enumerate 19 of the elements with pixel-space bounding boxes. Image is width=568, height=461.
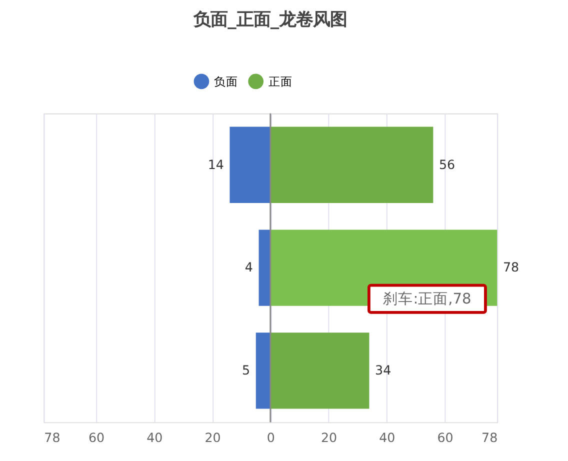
x-tick-label: 40 xyxy=(146,430,163,446)
x-tick-label: 60 xyxy=(88,430,105,446)
x-tick-label: 20 xyxy=(321,430,338,446)
x-tick-label: 78 xyxy=(482,430,498,446)
legend-label: 负面 xyxy=(214,74,238,88)
data-label: 5 xyxy=(242,362,250,378)
legend-label: 正面 xyxy=(268,74,292,88)
x-tick-label: 60 xyxy=(437,430,454,446)
data-label: 78 xyxy=(502,260,519,275)
annotation: 刹车:正面,78 xyxy=(383,290,472,308)
chart-title: 负面_正面_龙卷风图 xyxy=(192,10,348,30)
data-label: 56 xyxy=(439,156,456,172)
x-tick-label: 40 xyxy=(379,430,396,446)
data-label: 34 xyxy=(375,362,392,378)
x-tick-label: 0 xyxy=(266,430,275,446)
data-label: 4 xyxy=(244,260,253,275)
data-label: 14 xyxy=(208,156,224,172)
x-tick-label: 78 xyxy=(44,430,60,446)
x-tick-label: 20 xyxy=(204,430,221,446)
